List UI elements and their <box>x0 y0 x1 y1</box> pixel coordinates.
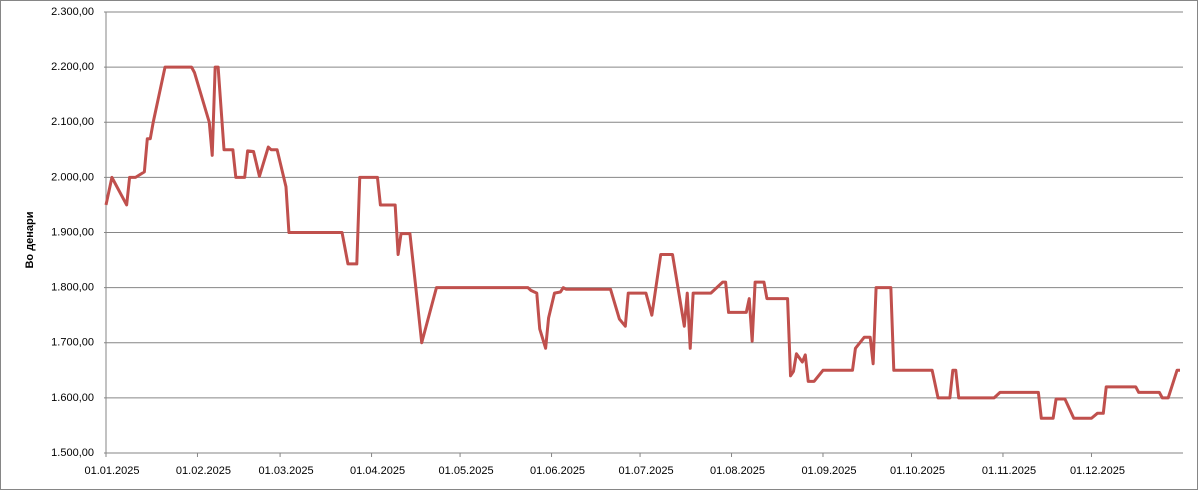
x-tick-label: 01.10.2025 <box>890 465 945 477</box>
y-tick-label: 2.200,00 <box>51 61 94 73</box>
x-tick-label: 01.06.2025 <box>530 465 585 477</box>
y-tick-label: 1.600,00 <box>51 392 94 404</box>
x-tick-label: 01.12.2025 <box>1070 465 1125 477</box>
y-tick-label: 1.900,00 <box>51 226 94 238</box>
x-tick-label: 01.03.2025 <box>259 465 314 477</box>
y-axis-label: Во денари <box>24 211 36 268</box>
y-tick-label: 2.300,00 <box>51 6 94 18</box>
y-tick-label: 1.800,00 <box>51 282 94 294</box>
x-tick-label: 01.02.2025 <box>176 465 231 477</box>
x-tick-label: 01.09.2025 <box>801 465 856 477</box>
y-tick-label: 2.000,00 <box>51 171 94 183</box>
x-tick-label: 01.01.2025 <box>84 465 139 477</box>
x-tick-label: 01.11.2025 <box>982 465 1036 477</box>
price-line <box>104 65 1180 420</box>
x-tick-label: 01.05.2025 <box>439 465 494 477</box>
y-tick-label: 2.100,00 <box>51 116 94 128</box>
y-tick-label: 1.500,00 <box>51 447 94 459</box>
x-tick-label: 01.04.2025 <box>350 465 405 477</box>
x-tick-label: 01.07.2025 <box>619 465 674 477</box>
y-tick-label: 1.700,00 <box>51 337 94 349</box>
x-tick-label: 01.08.2025 <box>710 465 765 477</box>
